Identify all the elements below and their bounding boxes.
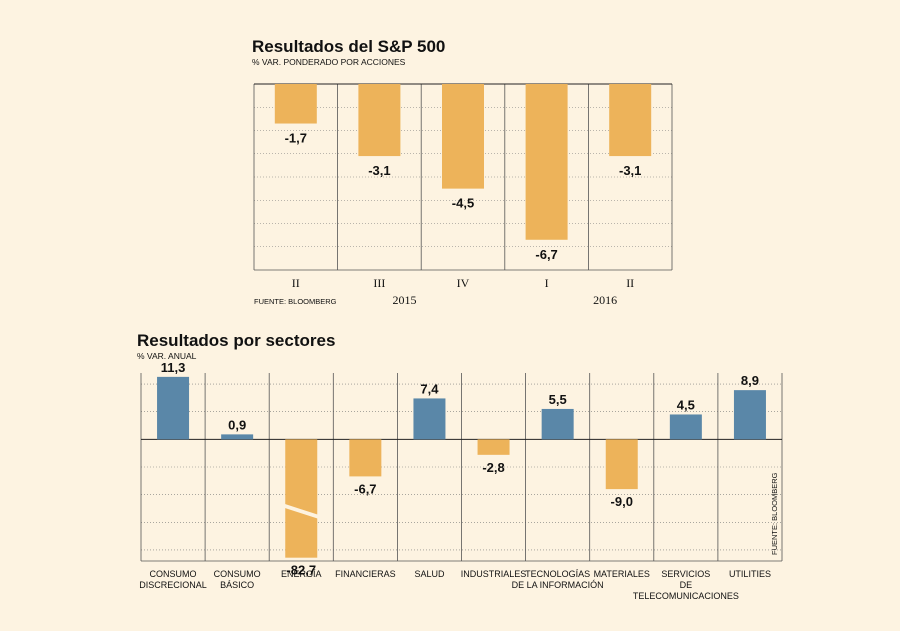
chart2-bar [669,414,702,440]
chart2-axis-break [284,503,319,519]
chart1-tick-label: III [373,276,385,290]
chart2-value-label: 8,9 [741,373,759,388]
chart2-value-label: -6,7 [354,481,376,496]
chart2-subtitle: % VAR. ANUAL [137,351,197,361]
chart2-category-label: INDUSTRIALES [461,569,527,579]
chart1-year-label: 2015 [392,293,416,307]
chart2-value-label: -9,0 [611,494,633,509]
chart1-value-label: -4,5 [452,196,474,211]
chart2-category-label: CONSUMO [150,569,197,579]
chart2-category-label: UTILITIES [729,569,771,579]
chart2-bar [221,434,254,440]
chart1-tick-label: IV [457,276,470,290]
chart2-category-label: FINANCIERAS [335,569,396,579]
chart2-value-label: 11,3 [161,360,186,375]
chart2-bar [157,376,190,440]
chart2-bar [285,439,318,558]
chart2-category-label: MATERIALES [594,569,650,579]
chart1-source: FUENTE: BLOOMBERG [254,297,337,306]
chart1-bar [442,84,484,189]
chart2-bar [733,390,766,440]
chart1-tick-label: II [626,276,634,290]
chart2-bar [413,398,446,440]
chart1-bar [609,84,652,157]
chart2-bar [477,439,510,455]
chart1-value-label: -3,1 [368,163,390,178]
chart1-title: Resultados del S&P 500 [252,37,445,56]
chart2-value-label: -82,7 [286,563,316,578]
chart1-value-label: -6,7 [535,247,557,262]
chart2-title: Resultados por sectores [137,331,335,350]
chart2-bar [541,408,574,440]
chart1-value-label: -3,1 [619,163,641,178]
chart1-tick-label: I [545,276,549,290]
chart1-bar [358,84,401,157]
chart2-category-label: DE LA INFORMACIÓN [512,580,604,590]
chart2-value-label: 0,9 [228,417,246,432]
chart2-category-label: SALUD [414,569,445,579]
chart2-category-label: DISCRECIONAL [139,580,207,590]
chart2-value-label: 5,5 [549,392,567,407]
chart1-subtitle: % VAR. PONDERADO POR ACCIONES [252,57,406,67]
chart2-category-label: SERVICIOS [661,569,710,579]
chart2-source: FUENTE: BLOOMBERG [770,472,779,555]
chart2-category-label: DE [680,580,693,590]
chart2-category-label: TELECOMUNICACIONES [633,591,739,601]
chart1-value-label: -1,7 [285,131,307,146]
chart2-category-label: TECNOLOGÍAS [525,569,590,579]
chart1-bar [525,84,568,240]
chart2-plot: 11,3CONSUMODISCRECIONAL0,9CONSUMOBÁSICO-… [139,360,783,601]
chart2-bar [349,439,382,477]
chart2-value-label: 4,5 [677,397,695,412]
chart2-category-label: CONSUMO [214,569,261,579]
chart1-year-label: 2016 [593,293,617,307]
chart2-value-label: 7,4 [420,381,439,396]
chart1-tick-label: II [292,276,300,290]
chart2-bar [605,439,638,490]
chart1-bar [274,84,317,124]
chart2-value-label: -2,8 [482,460,504,475]
chart2-category-label: ENERGÍA [281,569,322,579]
chart1-plot: -1,7 II -3,1 III -4,5 IV -6,7 I -3,1 II 2015 2016 [253,83,673,307]
chart2-category-label: BÁSICO [220,580,254,590]
